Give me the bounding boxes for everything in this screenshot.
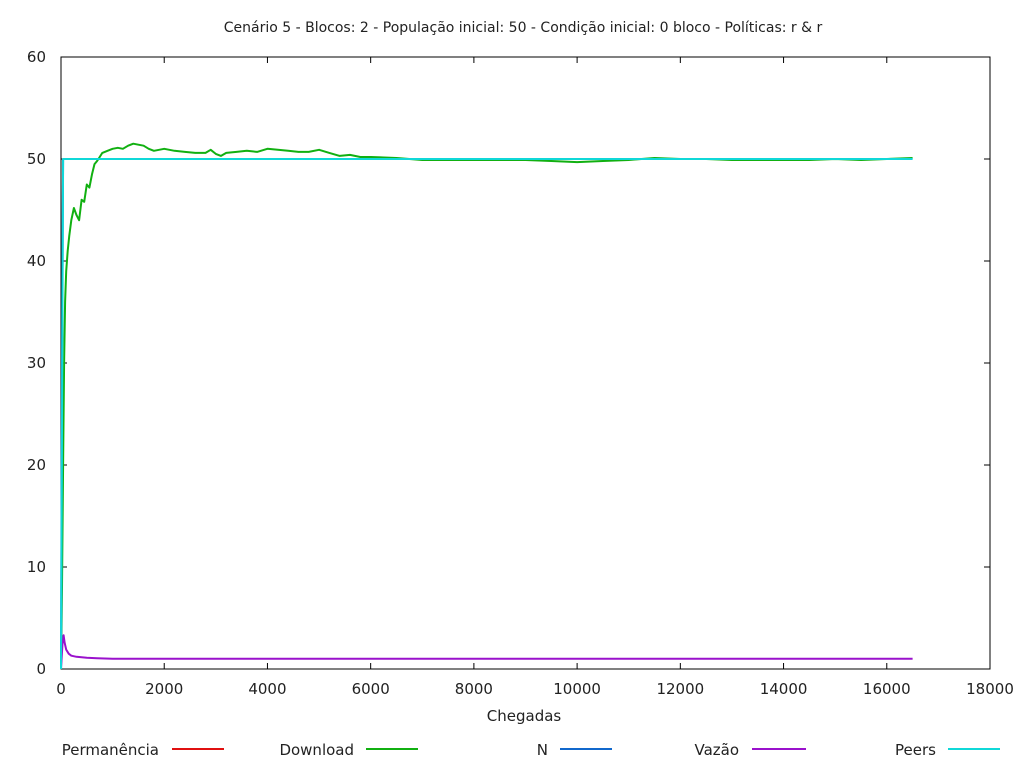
legend-label-4: Peers: [895, 741, 936, 759]
y-tick-label-5: 50: [27, 150, 46, 168]
x-tick-label-5: 10000: [553, 680, 601, 698]
legend-label-3: Vazão: [694, 741, 739, 759]
y-tick-label-4: 40: [27, 252, 46, 270]
y-tick-label-3: 30: [27, 354, 46, 372]
series-lines: [60, 142, 913, 670]
x-tick-label-0: 0: [56, 680, 66, 698]
y-tick-label-2: 20: [27, 456, 46, 474]
x-tick-label-2: 4000: [248, 680, 286, 698]
x-tick-label-7: 14000: [760, 680, 808, 698]
legend-label-1: Download: [279, 741, 354, 759]
y-tick-label-6: 60: [27, 48, 46, 66]
x-tick-label-6: 12000: [656, 680, 704, 698]
x-tick-label-4: 8000: [455, 680, 493, 698]
series-line-peers: [60, 158, 913, 670]
x-axis-title: Chegadas: [487, 707, 562, 725]
series-line-vaz-o: [60, 634, 913, 670]
axis-ticks: 0 2000 4000 6000 8000 10000 12000 14000 16000 180…: [27, 48, 1014, 698]
x-tick-label-8: 16000: [863, 680, 911, 698]
legend: Permanência Download N Vazão Peers: [62, 741, 1000, 759]
y-tick-label-1: 10: [27, 558, 46, 576]
legend-label-2: N: [537, 741, 548, 759]
legend-label-0: Permanência: [62, 741, 159, 759]
chart-title: Cenário 5 - Blocos: 2 - População inicia…: [224, 20, 823, 36]
x-tick-label-9: 18000: [966, 680, 1014, 698]
x-tick-label-1: 2000: [145, 680, 183, 698]
series-line-download: [60, 142, 913, 670]
x-tick-label-3: 6000: [352, 680, 390, 698]
y-tick-label-0: 0: [36, 660, 46, 678]
plot-area: [60, 56, 991, 670]
